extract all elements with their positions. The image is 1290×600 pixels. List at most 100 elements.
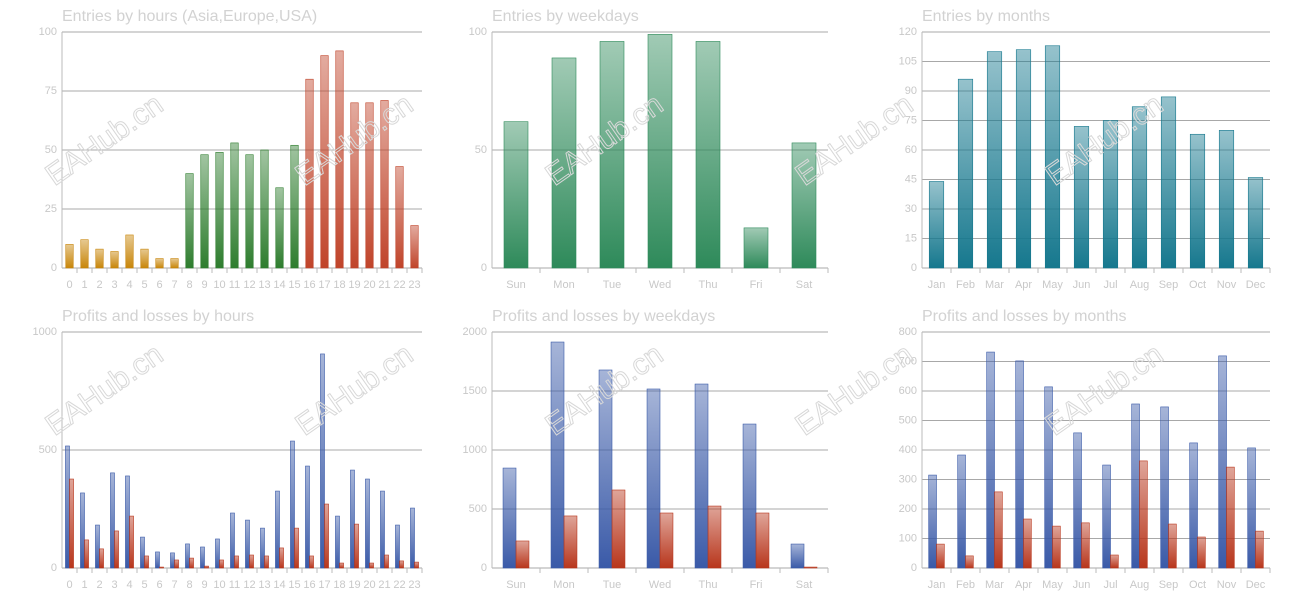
- y-tick-label: 15: [905, 232, 917, 244]
- x-tick-label: Jan: [928, 579, 946, 591]
- bar: [695, 41, 721, 269]
- y-tick-label: 0: [51, 562, 57, 574]
- bar: [1218, 355, 1227, 569]
- bar: [129, 515, 134, 569]
- x-tick-label: 17: [318, 579, 330, 591]
- x-tick-label: 18: [333, 279, 345, 291]
- x-tick-label: 2: [96, 279, 102, 291]
- bar: [290, 144, 299, 269]
- x-tick-label: Sun: [506, 579, 526, 591]
- bar: [599, 41, 625, 269]
- x-tick-label: 10: [213, 279, 225, 291]
- bar: [1023, 518, 1032, 569]
- x-tick-label: 23: [408, 279, 420, 291]
- bar: [215, 538, 220, 569]
- y-tick-label: 300: [899, 473, 917, 485]
- x-tick-label: May: [1042, 579, 1063, 591]
- bar: [1247, 177, 1264, 269]
- bar: [1189, 442, 1198, 569]
- x-tick-label: Feb: [956, 579, 975, 591]
- x-tick-label: 9: [201, 279, 207, 291]
- x-tick-label: Aug: [1130, 579, 1150, 591]
- y-tick-label: 45: [905, 173, 917, 185]
- x-tick-label: 12: [243, 579, 255, 591]
- bar: [1073, 432, 1082, 569]
- bar: [215, 152, 224, 269]
- y-tick-label: 120: [899, 26, 917, 38]
- bar: [550, 341, 565, 569]
- bar: [502, 467, 517, 569]
- x-tick-label: Apr: [1015, 579, 1032, 591]
- bar: [275, 490, 280, 569]
- bar: [230, 142, 239, 269]
- bar: [1160, 96, 1177, 269]
- bar: [1226, 466, 1235, 569]
- bar: [350, 469, 355, 569]
- chart-panel: Profits and losses by months 0 100 200 300 40…: [899, 308, 1271, 591]
- x-tick-label: 9: [201, 579, 207, 591]
- bar: [320, 353, 325, 569]
- bar: [200, 154, 209, 269]
- x-tick-label: Sep: [1159, 279, 1179, 291]
- x-tick-label: 12: [243, 279, 255, 291]
- bar: [365, 102, 374, 269]
- bar: [791, 142, 817, 269]
- bar: [1189, 133, 1206, 269]
- y-tick-label: 500: [39, 444, 57, 456]
- x-tick-label: 10: [213, 579, 225, 591]
- y-tick-label: 0: [481, 562, 487, 574]
- x-tick-label: Apr: [1015, 279, 1032, 291]
- bar: [365, 478, 370, 569]
- bar: [694, 383, 709, 569]
- bar: [249, 554, 254, 569]
- bar: [563, 515, 578, 569]
- x-tick-label: Dec: [1246, 579, 1266, 591]
- bar: [1015, 360, 1024, 569]
- bar: [598, 369, 613, 569]
- x-tick-label: 21: [378, 279, 390, 291]
- bar: [230, 512, 235, 569]
- bar: [395, 524, 400, 569]
- x-tick-label: 23: [408, 579, 420, 591]
- watermark: EAHub.cn: [40, 88, 170, 193]
- bar: [1073, 126, 1090, 269]
- bar: [140, 536, 145, 569]
- bar: [320, 55, 329, 269]
- y-tick-label: 100: [469, 26, 487, 38]
- bar: [65, 445, 70, 569]
- bar: [144, 555, 149, 569]
- watermark: EAHub.cn: [790, 88, 920, 193]
- y-tick-label: 0: [911, 262, 917, 274]
- bar: [279, 547, 284, 569]
- y-tick-label: 50: [45, 144, 57, 156]
- bar: [384, 554, 389, 569]
- x-tick-label: 5: [141, 279, 147, 291]
- x-tick-label: 13: [258, 279, 270, 291]
- y-tick-label: 1000: [463, 444, 487, 456]
- bar: [1131, 106, 1148, 269]
- bar: [245, 519, 250, 569]
- x-tick-label: Fri: [750, 279, 763, 291]
- bar: [551, 57, 577, 269]
- x-tick-label: Nov: [1217, 579, 1237, 591]
- x-tick-label: 16: [303, 579, 315, 591]
- bar: [399, 560, 404, 569]
- bar: [69, 478, 74, 569]
- bar: [1168, 523, 1177, 569]
- bar: [245, 154, 254, 269]
- y-tick-label: 75: [45, 85, 57, 97]
- x-tick-label: Jan: [928, 279, 946, 291]
- y-tick-label: 60: [905, 144, 917, 156]
- bar: [305, 465, 310, 569]
- bar: [294, 527, 299, 569]
- bar: [219, 559, 224, 569]
- x-tick-label: 0: [66, 579, 72, 591]
- x-tick-label: Jun: [1073, 579, 1091, 591]
- bar: [264, 555, 269, 569]
- y-tick-label: 100: [899, 532, 917, 544]
- x-tick-label: 19: [348, 579, 360, 591]
- y-tick-label: 1500: [463, 385, 487, 397]
- bar: [125, 475, 130, 569]
- x-tick-label: 15: [288, 279, 300, 291]
- x-tick-label: 11: [229, 279, 240, 291]
